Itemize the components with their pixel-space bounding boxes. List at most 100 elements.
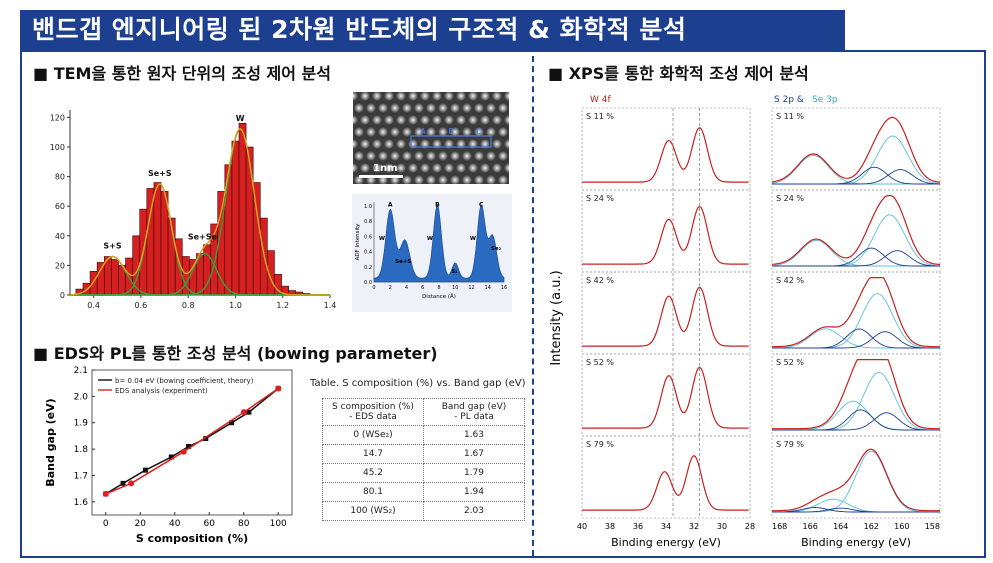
fit-component xyxy=(772,450,940,513)
atom-spot xyxy=(353,115,358,125)
content-frame xyxy=(20,50,986,558)
x-axis-label: S composition (%) xyxy=(136,532,248,545)
s2p-spectrum xyxy=(772,277,940,348)
y-tick-label: 2.0 xyxy=(74,392,89,402)
atom-spot xyxy=(456,92,466,101)
data-point xyxy=(120,480,126,486)
table-row: 14.7 1.67 xyxy=(322,444,525,464)
y-tick-label: 0.6 xyxy=(364,234,372,240)
atom-spot xyxy=(486,175,496,184)
x-tick-label: 80 xyxy=(238,519,250,529)
atom-spot xyxy=(474,175,484,184)
atom-spot xyxy=(450,175,460,184)
row-label: S 24 % xyxy=(586,194,614,203)
atom-spot xyxy=(432,115,442,125)
xps-panel-frame xyxy=(581,435,751,519)
atom-spot xyxy=(360,163,370,173)
atom-spot xyxy=(474,127,484,137)
atom-spot xyxy=(504,139,509,149)
atom-spot xyxy=(444,115,454,125)
table-cell: 14.7 xyxy=(322,444,424,464)
data-point xyxy=(246,409,252,415)
x-axis-label: Binding energy (eV) xyxy=(801,536,911,549)
fit-component xyxy=(772,169,940,185)
x-tick-label: 28 xyxy=(745,522,755,531)
legend-label: EDS analysis (experiment) xyxy=(115,387,208,395)
profile-marker: A xyxy=(420,127,426,136)
table-header-cell: S composition (%) - EDS data xyxy=(322,398,424,426)
atom-spot xyxy=(353,139,358,149)
atom-spot xyxy=(360,92,370,101)
w4f-spectrum xyxy=(582,454,749,511)
atom-spot xyxy=(492,92,502,101)
table-cell: 100 (WS₂) xyxy=(322,501,424,521)
atom-spot xyxy=(396,115,406,125)
histogram-bar xyxy=(153,182,162,296)
atom-spot xyxy=(378,103,388,113)
x-tick-label: 38 xyxy=(605,522,615,531)
row-label: S 42 % xyxy=(586,276,614,285)
histogram-bar xyxy=(160,191,169,296)
y-tick-label: 0 xyxy=(60,291,65,300)
x-tick-label: 164 xyxy=(833,522,848,531)
y-tick-label: 0.4 xyxy=(364,250,372,256)
y-tick-label: 1.9 xyxy=(74,419,89,429)
x-tick-label: 6 xyxy=(421,285,424,291)
atom-spot xyxy=(498,175,508,184)
tem-section-title: ■ TEM을 통한 원자 단위의 조성 제어 분석 xyxy=(33,64,331,83)
peak-label: A xyxy=(388,201,393,208)
y-tick-label: 40 xyxy=(55,232,65,241)
atom-spot xyxy=(486,127,496,137)
row-label: S 11 % xyxy=(586,112,614,121)
x-tick-label: 2 xyxy=(389,285,392,291)
atom-spot xyxy=(432,163,442,173)
histogram-bar xyxy=(252,182,261,296)
fit-component xyxy=(772,250,941,267)
x-tick-label: 30 xyxy=(717,522,727,531)
atom-spot xyxy=(420,92,430,101)
atom-spot xyxy=(384,115,394,125)
atom-spot xyxy=(492,115,502,125)
row-label: S 52 % xyxy=(776,358,804,367)
table-header-cell: Band gap (eV) - PL data xyxy=(423,398,525,426)
x-tick-label: 1.0 xyxy=(229,301,242,310)
atom-spot xyxy=(486,103,496,113)
x-axis-label: Binding energy (eV) xyxy=(611,536,721,549)
atom-spot xyxy=(354,103,364,113)
atom-spot xyxy=(402,103,412,113)
x-tick-label: 0 xyxy=(372,285,375,291)
atom-spot xyxy=(372,92,382,101)
row-label: S 79 % xyxy=(776,440,804,449)
x-tick-label: 1.2 xyxy=(276,301,289,310)
x-tick-label: 1.4 xyxy=(324,301,337,310)
atom-spot xyxy=(504,163,509,173)
composition-table: S composition (%) - EDS data Band gap (eV… xyxy=(322,398,525,521)
fit-component xyxy=(772,371,940,431)
atom-spot xyxy=(450,103,460,113)
atom-spot xyxy=(474,151,484,161)
atom-spot xyxy=(414,127,424,137)
peak-label: W xyxy=(236,114,245,123)
table-cell: 80.1 xyxy=(322,482,424,502)
atom-spot xyxy=(498,103,508,113)
peak-label: Se+Se xyxy=(188,233,218,242)
row-label: S 42 % xyxy=(776,276,804,285)
atom-spot xyxy=(462,103,472,113)
table-cell: 1.67 xyxy=(423,444,525,464)
table-cell: 1.79 xyxy=(423,463,525,483)
atom-spot xyxy=(468,163,478,173)
fit-component xyxy=(772,331,940,349)
atom-spot xyxy=(456,163,466,173)
atom-spot xyxy=(408,92,418,101)
x-tick-label: 20 xyxy=(135,519,147,529)
atom-spot xyxy=(384,139,394,149)
x-tick-label: 0 xyxy=(103,519,109,529)
panel-title: S 2p & xyxy=(774,95,804,105)
data-point xyxy=(240,409,247,416)
xps-section-title: ■ XPS를 통한 화학적 조성 제어 분석 xyxy=(548,64,809,83)
annotation: S₂ xyxy=(451,269,458,275)
atom-spot xyxy=(366,127,376,137)
atom-spot xyxy=(426,103,436,113)
atom-spot xyxy=(480,92,490,101)
atom-spot xyxy=(426,151,436,161)
